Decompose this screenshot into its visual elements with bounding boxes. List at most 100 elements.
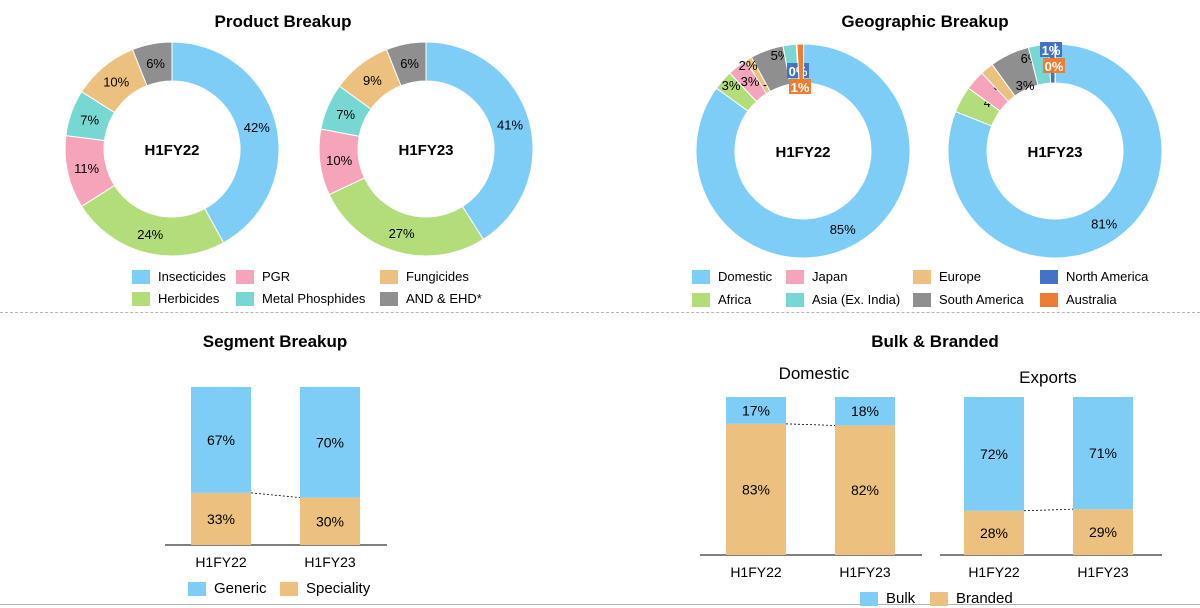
legend-swatch (280, 581, 298, 596)
x-tick-label: H1FY22 (968, 564, 1020, 580)
bar-bulk-h1fy22 (726, 397, 786, 424)
legend-label: Africa (718, 292, 752, 307)
bar-speciality-h1fy22 (191, 492, 251, 545)
slice-herbicides (80, 184, 225, 257)
legend-swatch (786, 292, 804, 307)
slice-label-box (1043, 58, 1065, 73)
legend-swatch (930, 591, 948, 606)
slice-value-label: 81% (1091, 216, 1117, 231)
donut-h1fy22: 85%3%3%1%5%2%0%1%H1FY22 (695, 43, 911, 259)
legend-swatch (132, 291, 150, 306)
slice-domestic (947, 43, 1163, 259)
legend-item-generic: Generic (188, 580, 267, 597)
slice-value-label: 11% (74, 161, 99, 176)
legend-item-japan: Japan (786, 269, 847, 284)
donut-h1fy23: 41% 27% 10% 7% 9% 6% H1FY23 (318, 41, 534, 257)
bar-value-label: 82% (851, 482, 879, 498)
legend-item-insecticides: Insecticides (132, 269, 226, 284)
slice-label-box (1040, 42, 1062, 57)
legend-swatch (913, 269, 931, 284)
stacked-bars: 33% 67% H1FY22 30% 70% H1FY23 (165, 387, 387, 570)
bar-value-label: 28% (980, 525, 1008, 541)
slice-herbicides (328, 177, 485, 257)
slice-value-label: 7% (336, 107, 355, 122)
x-tick-label: H1FY23 (304, 554, 356, 570)
slice-value-label: 27% (389, 226, 415, 241)
legend-label: Generic (214, 580, 267, 597)
legend-swatch (236, 269, 254, 284)
slice-value-label: 1% (1042, 43, 1061, 58)
slice-value-label: 10% (103, 75, 129, 90)
slice-value-label: 9% (363, 73, 382, 88)
slice-value-label: 3% (741, 74, 760, 89)
domestic-subtitle: Domestic (778, 364, 850, 383)
slice-insecticides (425, 41, 534, 241)
bottom-divider (0, 604, 1200, 605)
x-tick-label: H1FY23 (839, 564, 891, 580)
donut-center-label: H1FY22 (144, 142, 199, 159)
slice-value-label: 42% (244, 120, 270, 135)
bar-branded-h1fy23 (835, 425, 895, 555)
bar-bulk-h1fy23 (835, 397, 895, 426)
product-breakup-title: Product Breakup (214, 12, 352, 31)
legend-label: Bulk (886, 590, 916, 607)
legend-item-and-ehd-: AND & EHD* (380, 291, 482, 306)
bar-bulk-h1fy23 (1073, 397, 1133, 510)
slice-value-label: 10% (326, 153, 352, 168)
legend-item-fungicides: Fungicides (380, 269, 469, 284)
bar-value-label: 83% (742, 481, 770, 497)
stacked-bars: 83% 17% H1FY22 82% 18% H1FY23 (700, 397, 922, 580)
legend-label: Metal Phosphides (262, 291, 366, 306)
bar-value-label: 30% (316, 513, 344, 529)
connector-line (785, 423, 836, 426)
legend-label: Europe (939, 269, 981, 284)
slice-value-label: 3% (722, 78, 741, 93)
bar-value-label: 70% (316, 434, 344, 450)
legend-item-asia-ex-india-: Asia (Ex. India) (786, 292, 900, 307)
slice-value-label: 41% (497, 118, 523, 133)
product-breakup-chart: 42% 24% 11% 7% 10% 6% H1FY22 41% 27% 10% 7% 9% 6% H1F… (64, 41, 534, 257)
slice-value-label: 1% (791, 80, 810, 95)
legend-swatch (692, 269, 710, 284)
slice-value-label: 6% (400, 56, 419, 71)
donut-center-label: H1FY23 (398, 142, 453, 159)
bar-speciality-h1fy23 (300, 497, 360, 545)
legend-label: Fungicides (406, 269, 469, 284)
slice-and-ehd- (385, 41, 427, 87)
legend-item-bulk: Bulk (860, 590, 915, 607)
slice-value-label: 85% (830, 222, 856, 237)
bar-value-label: 72% (980, 446, 1008, 462)
exports-subtitle: Exports (1019, 368, 1077, 387)
connector-line (1023, 508, 1074, 512)
legend-label: Japan (812, 269, 848, 284)
bar-value-label: 29% (1089, 524, 1117, 540)
x-tick-label: H1FY22 (195, 554, 247, 570)
bulk-branded-title: Bulk & Branded (871, 332, 999, 351)
slice-and-ehd- (131, 41, 173, 87)
legend-swatch (692, 292, 710, 307)
legend-label: PGR (262, 269, 291, 284)
legend-swatch (380, 291, 398, 306)
bar-value-label: 67% (207, 432, 235, 448)
connector-line (250, 492, 301, 498)
section-divider (0, 312, 1200, 313)
bar-value-label: 18% (851, 403, 879, 419)
legend-label: AND & EHD* (406, 291, 482, 306)
legend-label: Branded (956, 590, 1013, 607)
segment-breakup-chart: 33% 67% H1FY22 30% 70% H1FY23 (165, 387, 387, 570)
legend-item-speciality: Speciality (280, 580, 370, 597)
donut-h1fy22: 42% 24% 11% 7% 10% 6% H1FY22 (64, 41, 280, 257)
legend-swatch (786, 269, 804, 284)
legend-item-europe: Europe (913, 269, 981, 284)
legend-item-pgr: PGR (236, 269, 290, 284)
segment-breakup-title: Segment Breakup (202, 332, 348, 351)
bar-value-label: 71% (1089, 445, 1117, 461)
legend-label: Herbicides (158, 291, 220, 306)
legend-label: Domestic (718, 269, 773, 284)
legend-swatch (860, 591, 878, 606)
legend-label: Asia (Ex. India) (812, 292, 901, 307)
slice-value-label: 2% (739, 58, 758, 73)
donut-center-label: H1FY23 (1027, 144, 1082, 161)
legend-swatch (236, 291, 254, 306)
bar-branded-h1fy22 (726, 423, 786, 555)
